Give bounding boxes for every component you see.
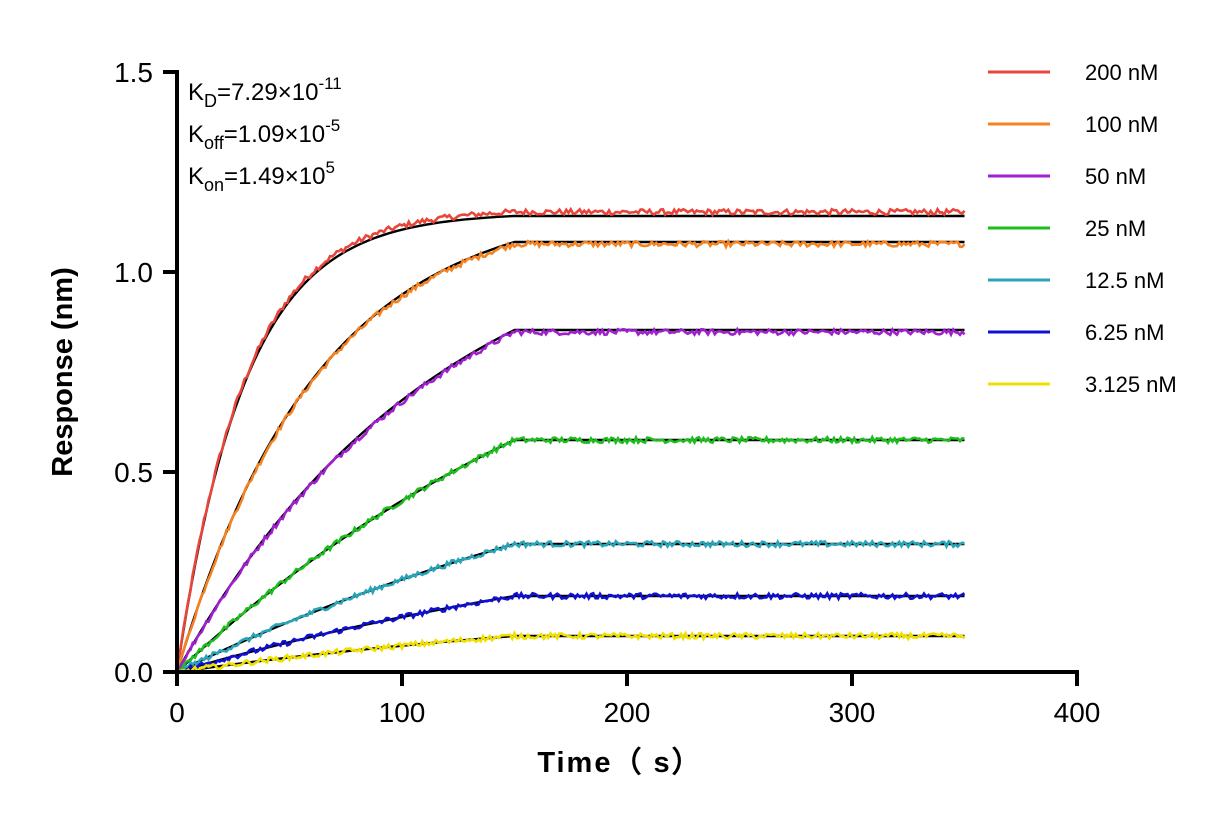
data-curve-6_25-nm [176,590,966,674]
data-curve-3_125-nm [176,630,966,674]
legend-item-12_5-nm: 12.5 nM [988,268,1165,293]
data-curve-100-nm [175,238,966,673]
y-tick-label: 0.0 [114,657,153,688]
legend-label: 200 nM [1085,60,1158,85]
data-curve-200-nm [175,206,966,673]
fit-curves [175,214,965,674]
legend-label: 100 nM [1085,112,1158,137]
x-tick-label: 100 [379,697,426,728]
annotation-kd: KD=7.29×10-11 [188,74,342,111]
legend-label: 50 nM [1085,164,1146,189]
x-axis-title: Time（ s） [537,746,702,779]
data-curves [175,206,966,674]
legend-label: 3.125 nM [1085,372,1177,397]
annotation-kon: Kon=1.49×105 [188,158,335,195]
annotation-koff: Koff=1.09×10-5 [188,116,340,153]
legend-item-50-nm: 50 nM [988,164,1146,189]
y-tick-label: 1.5 [114,57,153,88]
fit-curve-200-nm [175,214,965,673]
data-curve-12_5-nm [176,538,965,674]
x-tick-label: 300 [829,697,876,728]
data-curve-50-nm [176,326,966,673]
axes: 0.0 0.5 1.0 1.5 0 100 200 300 400 Time（ s） Respons… [47,57,1100,779]
fit-curve-12_5-nm [176,542,965,674]
legend-label: 6.25 nM [1085,320,1165,345]
y-tick-label: 1.0 [114,257,153,288]
fit-curve-6_25-nm [176,594,965,674]
legend-item-100-nm: 100 nM [988,112,1158,137]
legend-label: 12.5 nM [1085,268,1165,293]
legend-item-6_25-nm: 6.25 nM [988,320,1165,345]
x-tick-label: 200 [604,697,651,728]
legend-item-25-nm: 25 nM [988,216,1146,241]
legend-item-200-nm: 200 nM [988,60,1158,85]
legend-item-3_125-nm: 3.125 nM [988,372,1177,397]
x-tick-label: 400 [1054,697,1101,728]
y-axis-title: Response (nm) [47,267,79,476]
y-tick-label: 0.5 [114,457,153,488]
data-curve-25-nm [176,434,965,674]
legend: 200 nM 100 nM 50 nM 25 nM 12.5 nM 6.25 nM 3.12… [988,60,1177,397]
kinetic-annotations: KD=7.29×10-11 Koff=1.09×10-5 Kon=1.49×105 [188,74,342,195]
legend-label: 25 nM [1085,216,1146,241]
fit-curve-100-nm [175,240,965,673]
x-tick-label: 0 [169,697,185,728]
